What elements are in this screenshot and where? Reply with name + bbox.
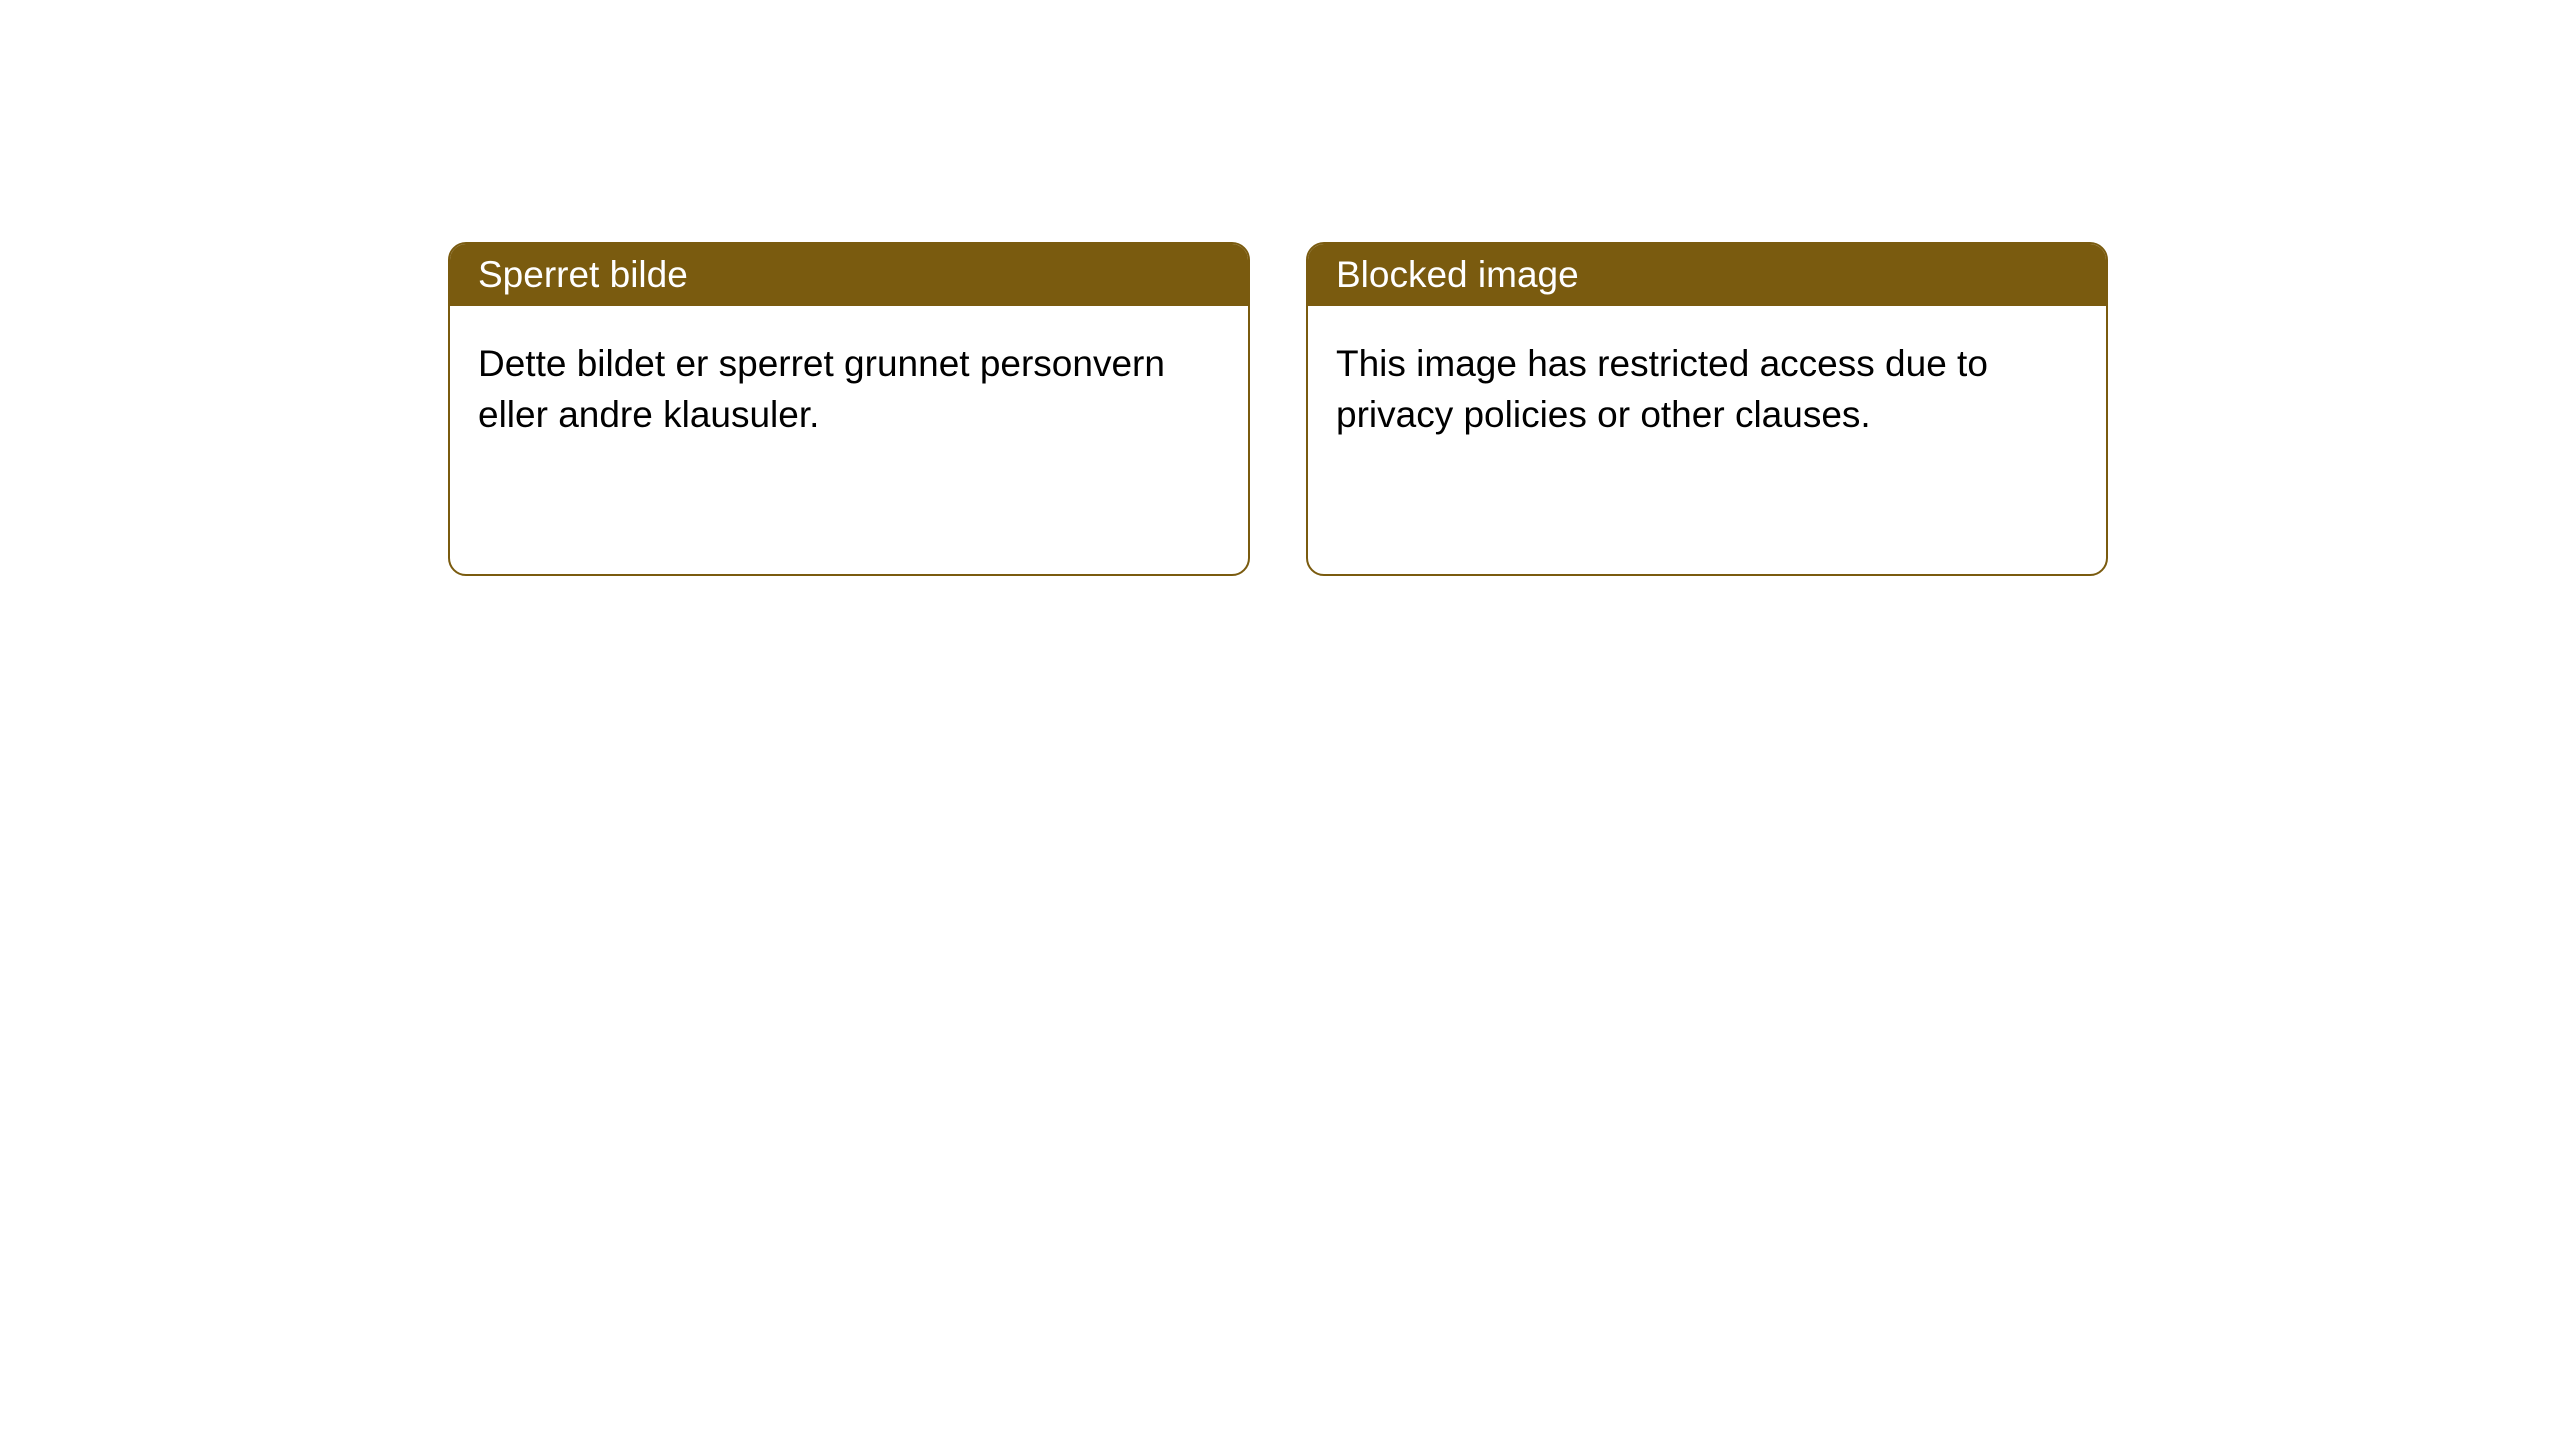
notice-card-norwegian: Sperret bilde Dette bildet er sperret gr…	[448, 242, 1250, 576]
card-body-text: Dette bildet er sperret grunnet personve…	[478, 343, 1165, 435]
card-body: This image has restricted access due to …	[1308, 306, 2106, 472]
card-header: Sperret bilde	[450, 244, 1248, 306]
notice-card-english: Blocked image This image has restricted …	[1306, 242, 2108, 576]
card-body-text: This image has restricted access due to …	[1336, 343, 1988, 435]
card-title: Sperret bilde	[478, 254, 688, 295]
card-header: Blocked image	[1308, 244, 2106, 306]
notice-container: Sperret bilde Dette bildet er sperret gr…	[0, 0, 2560, 576]
card-body: Dette bildet er sperret grunnet personve…	[450, 306, 1248, 472]
card-title: Blocked image	[1336, 254, 1579, 295]
